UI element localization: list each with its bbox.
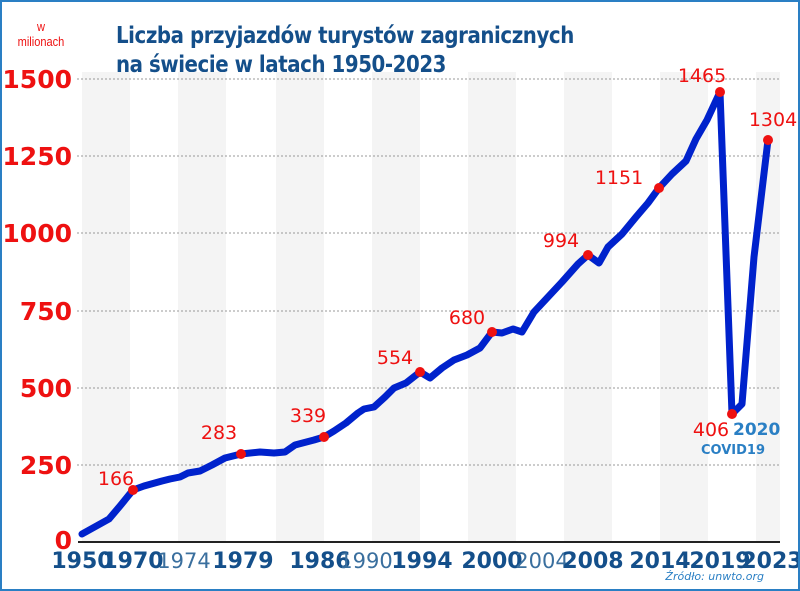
label-1970: 166 xyxy=(98,468,134,490)
x-tick-1994: 1994 xyxy=(391,549,452,574)
x-tick-2014: 2014 xyxy=(629,549,690,574)
y-tick-1500: 1500 xyxy=(2,65,72,94)
y-axis-ticks: 1500 1250 1000 750 500 250 0 xyxy=(2,65,72,555)
source-credit: Źródło: unwto.org xyxy=(665,570,764,583)
x-tick-1979: 1979 xyxy=(212,549,273,574)
y-tick-1250: 1250 xyxy=(2,142,72,171)
x-tick-1970: 1970 xyxy=(102,549,163,574)
label-2014: 1151 xyxy=(595,167,643,189)
label-2008: 994 xyxy=(543,230,579,252)
label-2020: 406 xyxy=(693,419,729,441)
unit-line-1: w xyxy=(37,19,45,34)
label-2000: 680 xyxy=(449,307,485,329)
label-1979: 283 xyxy=(201,422,237,444)
covid-annotation: 2020 COVID19 xyxy=(701,420,780,458)
label-1986: 339 xyxy=(290,405,326,427)
x-tick-2008: 2008 xyxy=(562,549,623,574)
y-axis-unit-label: w milionach xyxy=(15,19,68,49)
label-2019: 1465 xyxy=(678,65,726,87)
x-axis-ticks: 1950 1970 1974 1979 1986 1990 1994 2000 … xyxy=(51,549,800,574)
x-tick-1986: 1986 xyxy=(289,549,350,574)
label-2023: 1304 xyxy=(749,109,797,131)
covid-label: COVID19 xyxy=(701,443,765,458)
x-tick-1990: 1990 xyxy=(339,549,392,573)
y-tick-0: 0 xyxy=(55,526,72,555)
data-markers xyxy=(128,87,773,495)
covid-year: 2020 xyxy=(733,420,780,440)
y-tick-250: 250 xyxy=(20,451,72,480)
x-tick-2004: 2004 xyxy=(515,549,568,573)
x-tick-2019: 2019 xyxy=(689,549,750,574)
chart-title: Liczba przyjazdów turystów zagranicznych… xyxy=(116,22,574,80)
y-tick-750: 750 xyxy=(20,297,72,326)
x-tick-1950: 1950 xyxy=(51,549,112,574)
x-tick-2000: 2000 xyxy=(461,549,522,574)
label-1994: 554 xyxy=(377,347,413,369)
y-tick-500: 500 xyxy=(20,374,72,403)
gridlines xyxy=(77,78,780,466)
data-labels: 166 283 339 554 680 994 1151 1465 406 13… xyxy=(98,65,797,490)
x-tick-1974: 1974 xyxy=(157,549,210,573)
unit-line-2: milionach xyxy=(17,34,65,49)
arrivals-line xyxy=(78,88,772,538)
y-tick-1000: 1000 xyxy=(2,219,72,248)
x-tick-2023: 2023 xyxy=(741,549,800,574)
title-line-1: Liczba przyjazdów turystów zagranicznych xyxy=(116,23,574,49)
